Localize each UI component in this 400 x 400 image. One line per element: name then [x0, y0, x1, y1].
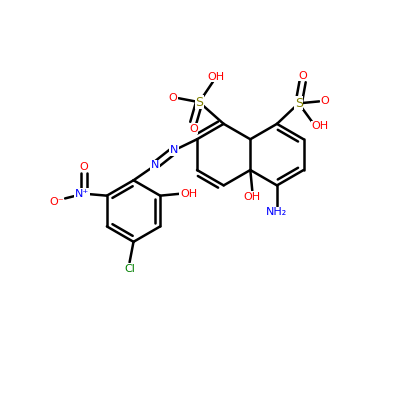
- Text: O⁻: O⁻: [49, 196, 64, 206]
- Text: N: N: [151, 160, 159, 170]
- Text: O: O: [321, 96, 330, 106]
- Text: S: S: [195, 96, 203, 109]
- Text: OH: OH: [180, 189, 197, 199]
- Text: OH: OH: [312, 121, 329, 131]
- Text: O: O: [80, 162, 88, 172]
- Text: O: O: [298, 71, 307, 81]
- Text: OH: OH: [208, 72, 225, 82]
- Text: N: N: [170, 145, 178, 155]
- Text: O: O: [168, 93, 177, 103]
- Text: OH: OH: [244, 192, 261, 202]
- Text: S: S: [295, 97, 303, 110]
- Text: O: O: [189, 124, 198, 134]
- Text: Cl: Cl: [124, 264, 135, 274]
- Text: N⁺: N⁺: [75, 189, 89, 199]
- Text: NH₂: NH₂: [266, 207, 288, 217]
